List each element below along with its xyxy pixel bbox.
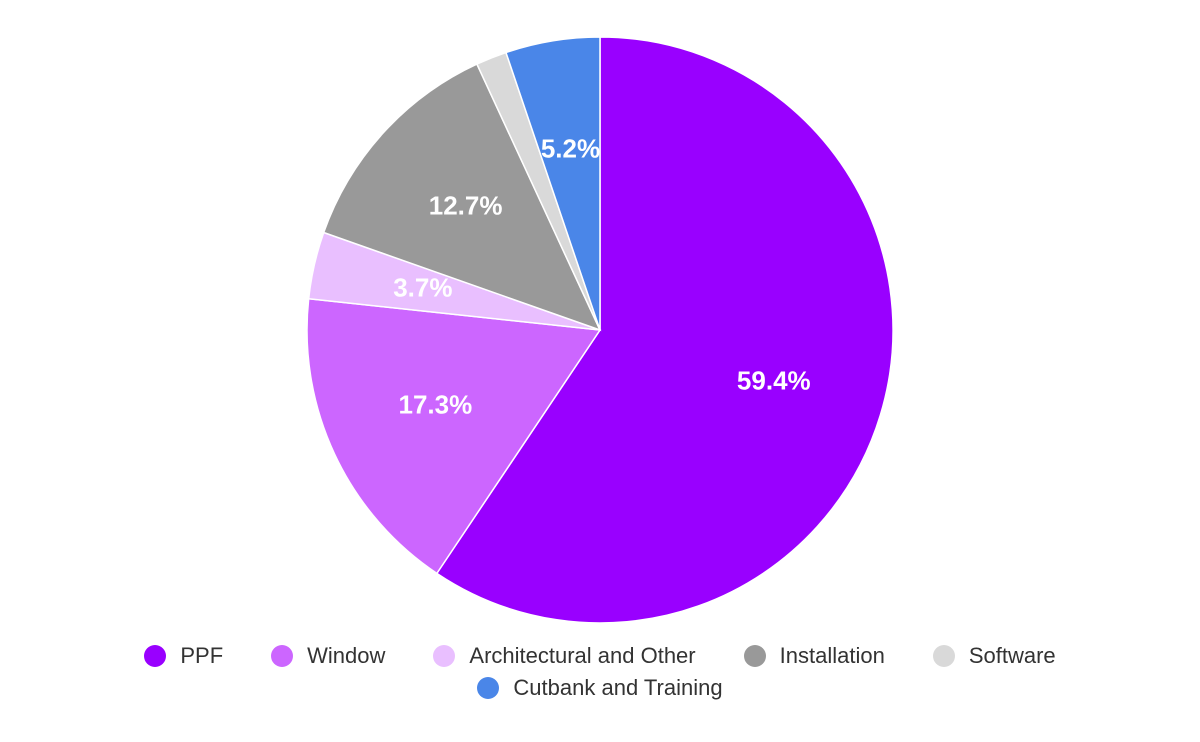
legend-swatch-icon <box>144 645 167 667</box>
slice-label-window: 17.3% <box>399 390 473 420</box>
legend-label: Installation <box>779 643 885 668</box>
pie-slice-cutbank-and-training[interactable] <box>505 36 601 331</box>
slice-label-ppf: 59.4% <box>737 366 811 396</box>
legend-label: Cutbank and Training <box>513 675 723 700</box>
slice-label-architectural-and-other: 3.7% <box>393 273 452 303</box>
legend-label: Window <box>307 643 386 668</box>
pie-slice-ppf[interactable] <box>435 36 894 624</box>
legend-item-window[interactable]: Window <box>271 643 385 669</box>
legend-item-architectural-and-other[interactable]: Architectural and Other <box>433 643 696 669</box>
legend-swatch-icon <box>433 645 456 667</box>
legend-swatch-icon <box>932 645 955 667</box>
legend-swatch-icon <box>477 677 500 699</box>
legend-item-cutbank-and-training[interactable]: Cutbank and Training <box>477 675 723 701</box>
legend-swatch-icon <box>271 645 294 667</box>
legend: PPF Window Architectural and Other Installa… <box>0 640 1200 704</box>
legend-label: Software <box>968 643 1056 668</box>
slice-label-cutbank-and-training: 5.2% <box>541 134 600 164</box>
legend-label: PPF <box>180 643 224 668</box>
legend-label: Architectural and Other <box>469 643 696 668</box>
pie-slice-window[interactable] <box>306 297 602 575</box>
legend-row: PPF Window Architectural and Other Installa… <box>120 640 1079 672</box>
legend-item-ppf[interactable]: PPF <box>144 643 223 669</box>
legend-row: Cutbank and Training <box>453 672 746 704</box>
legend-swatch-icon <box>743 645 766 667</box>
pie-slice-installation[interactable] <box>322 63 602 332</box>
legend-item-software[interactable]: Software <box>932 643 1056 669</box>
legend-item-installation[interactable]: Installation <box>743 643 885 669</box>
slice-label-installation: 12.7% <box>429 191 503 221</box>
